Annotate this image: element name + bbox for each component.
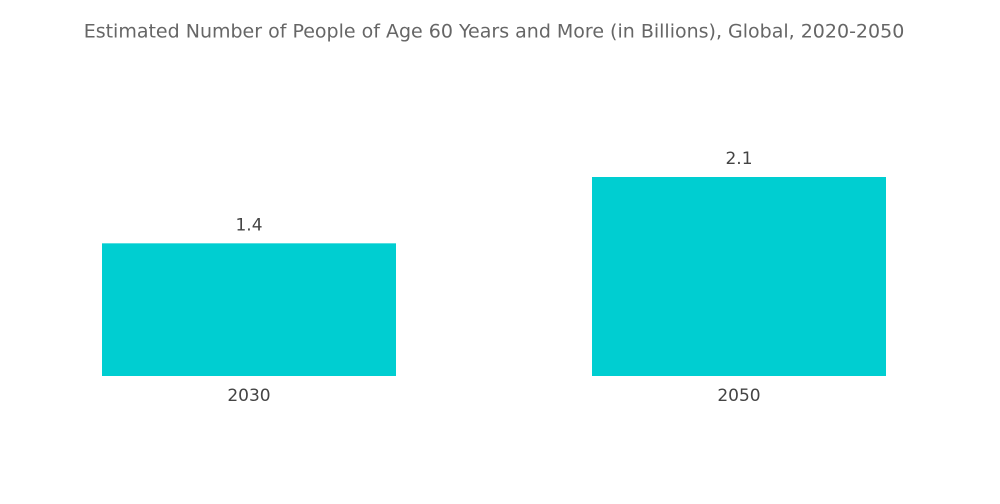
value-label: 2.1 — [725, 149, 752, 169]
value-label: 1.4 — [235, 215, 262, 235]
chart-title: Estimated Number of People of Age 60 Yea… — [84, 21, 905, 43]
x-tick-label: 2030 — [227, 386, 270, 406]
bar — [102, 243, 396, 376]
x-tick-label: 2050 — [717, 386, 760, 406]
bar — [592, 177, 886, 376]
